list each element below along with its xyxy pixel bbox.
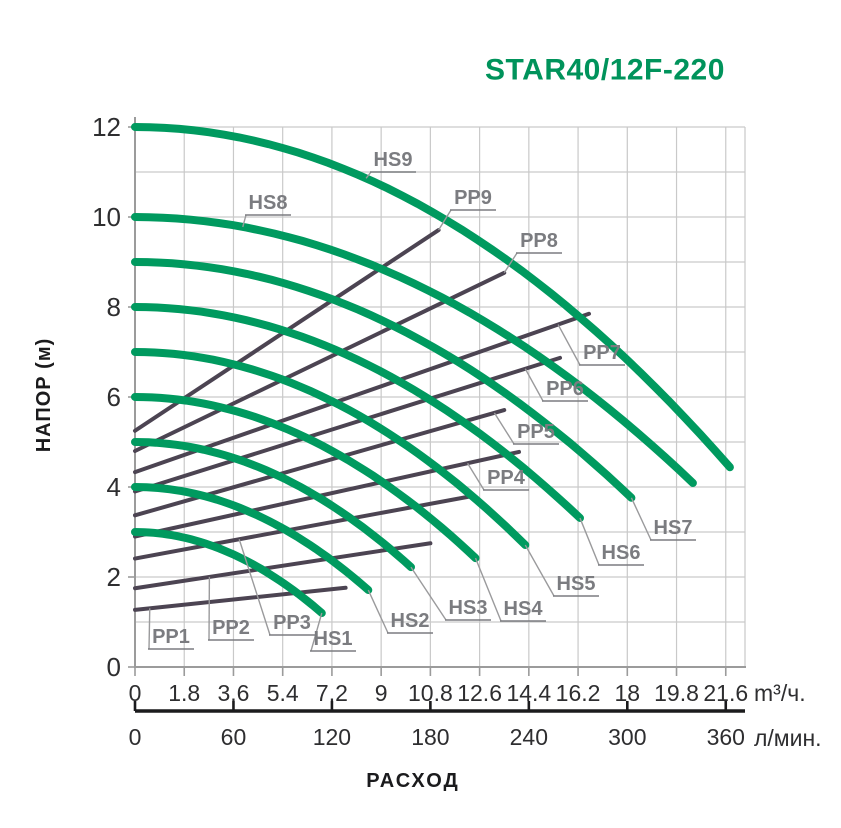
pump-curve-HS8	[131, 213, 697, 487]
curve-label-HS8: HS8	[249, 192, 288, 214]
page-title: STAR40/12F-220	[485, 54, 725, 87]
pump-curve-HS5	[131, 348, 530, 549]
pump-curve-HS1	[131, 528, 326, 617]
curve-label-PP3: PP3	[273, 612, 311, 634]
curve-label-PP2: PP2	[212, 617, 250, 639]
curve-label-HS6: HS6	[602, 542, 641, 564]
y-tick-labels: 0 2 4 6 8 10 12	[92, 112, 121, 682]
lmin-tick-label: 240	[510, 724, 548, 750]
leader-PP8	[503, 252, 518, 274]
leader-HS7	[630, 497, 652, 541]
lmin-tick-label: 120	[313, 724, 351, 750]
pump-curve-HS6	[131, 303, 584, 522]
leader-HS2	[367, 589, 389, 634]
leader-HS1	[310, 612, 323, 652]
curve-label-HS2: HS2	[391, 610, 430, 632]
axis-titles: НАПОР (м) РАСХОД	[33, 338, 460, 792]
pump-curve-HS7	[131, 258, 636, 502]
system-line-PP4	[133, 449, 521, 539]
curve-label-HS3: HS3	[449, 597, 488, 619]
pump-curve-HS2	[131, 483, 373, 594]
x-tick-label: 9	[375, 680, 388, 706]
pump-curves	[131, 123, 734, 617]
pump-curve-HS9	[131, 123, 734, 472]
system-line-PP2	[133, 541, 433, 591]
leader-HS3	[410, 566, 447, 621]
x-tick-label: 12.6	[457, 680, 502, 706]
curve-label-HS4: HS4	[504, 598, 544, 620]
curve-label-PP8: PP8	[520, 230, 558, 252]
x-tick-labels-m3h: 0 1.8 3.6 5.4 7.2 9 10.8 12.6 14.4 16.2 18 19.8 21.6…	[129, 680, 806, 706]
leader-PP5	[493, 412, 515, 445]
x-axis-title: РАСХОД	[366, 770, 460, 792]
curve-label-HS5: HS5	[557, 573, 596, 595]
pump-curve-HS4	[131, 393, 480, 563]
x-tick-label: 5.4	[267, 680, 299, 706]
leader-PP6	[524, 368, 544, 402]
pump-curve-HS3	[131, 438, 415, 572]
curve-label-PP5: PP5	[517, 421, 555, 443]
x-tick-label: 0	[129, 680, 142, 706]
y-tick-label: 8	[107, 292, 121, 322]
y-tick-label: 0	[107, 652, 121, 682]
system-line-PP1	[133, 585, 348, 612]
x-tick-label: 1.8	[168, 680, 200, 706]
leader-PP3	[238, 539, 271, 636]
leader-HS9	[365, 171, 372, 179]
lmin-tick-label: 60	[221, 724, 247, 750]
leader-HS5	[524, 544, 555, 597]
lmin-tick-label: 180	[411, 724, 449, 750]
y-axis-title: НАПОР (м)	[33, 338, 55, 453]
unit-lmin: л/мин.	[754, 725, 822, 751]
y-tick-label: 10	[92, 202, 121, 232]
x-tick-label: 16.2	[556, 680, 601, 706]
lmin-tick-label: 300	[608, 724, 646, 750]
x-tick-label: 19.8	[654, 680, 699, 706]
leader-PP9	[437, 209, 452, 231]
leader-HS8	[242, 214, 247, 228]
curve-label-HS7: HS7	[654, 517, 693, 539]
curve-label-PP1: PP1	[152, 626, 190, 648]
leader-HS4	[474, 557, 502, 622]
y-tick-label: 4	[107, 472, 121, 502]
chart-title: STAR40/12F-220	[485, 54, 725, 87]
leader-HS6	[579, 517, 600, 566]
lmin-tick-label: 360	[707, 724, 745, 750]
unit-m3h: m³/ч.	[754, 680, 806, 706]
curve-labels: PP1 PP2 PP3 PP4 PP5 PP6 PP7 PP8 PP9 HS1 HS2 HS3 HS4 H…	[148, 149, 696, 652]
label-leaders	[148, 171, 652, 652]
leader-PP7	[557, 324, 581, 366]
lmin-tick-label: 0	[129, 724, 142, 750]
curve-label-HS1: HS1	[314, 628, 353, 650]
leader-PP4	[466, 462, 485, 491]
y-tick-label: 12	[92, 112, 121, 142]
curve-label-HS9: HS9	[374, 149, 413, 171]
curve-label-PP9: PP9	[454, 187, 492, 209]
curve-label-PP7: PP7	[583, 342, 621, 364]
curve-label-PP4: PP4	[487, 467, 526, 489]
leader-PP1	[148, 608, 151, 650]
y-tick-label: 6	[107, 382, 121, 412]
system-line-PP8	[133, 270, 507, 453]
curve-label-PP6: PP6	[546, 378, 584, 400]
secondary-axis: 0 60 120 180 240 300 360 л/мин.	[129, 701, 822, 751]
y-tick-label: 2	[107, 562, 121, 592]
